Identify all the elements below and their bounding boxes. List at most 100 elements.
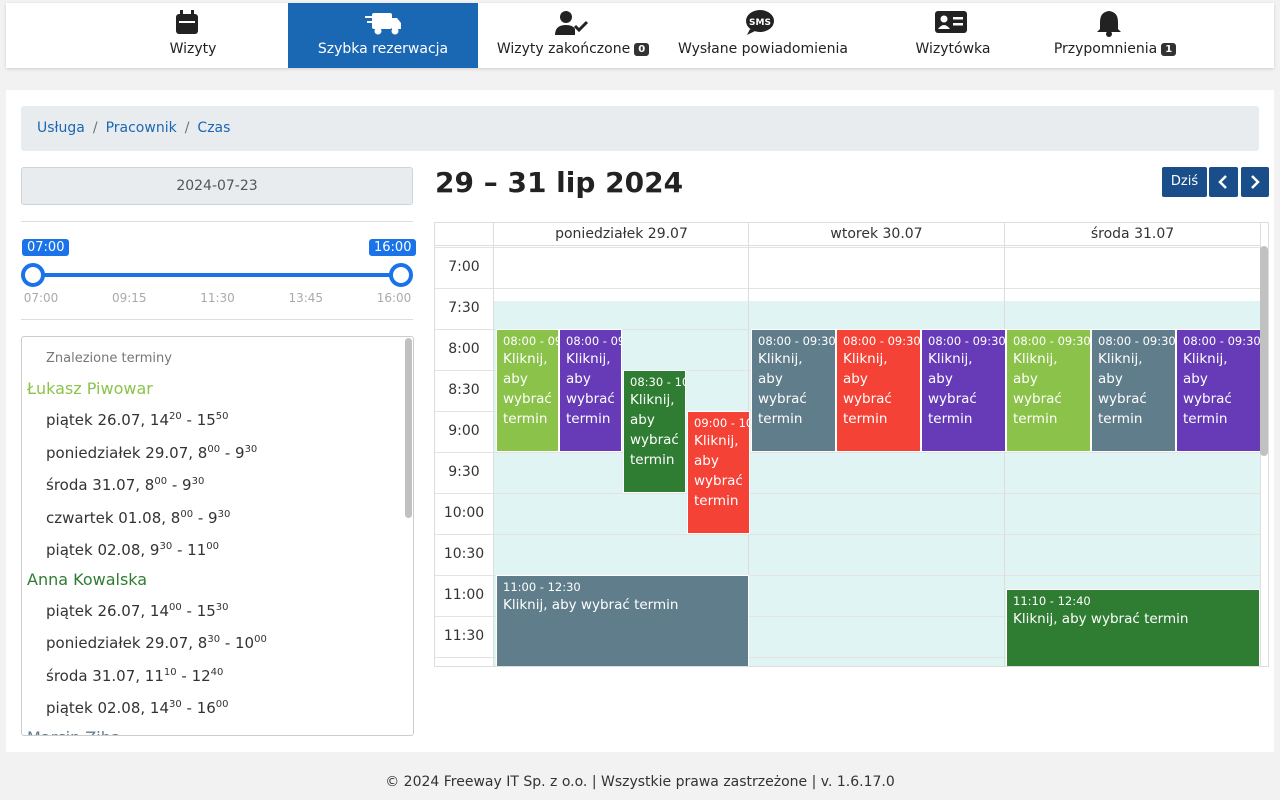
event[interactable]: 08:00 - 09:30 Kliknij, aby wybrać termin <box>559 329 622 452</box>
event[interactable]: 11:10 - 12:40 Kliknij, aby wybrać termin <box>1006 588 1260 666</box>
employee-name[interactable]: Anna Kowalska <box>27 569 148 589</box>
day-header <box>435 223 494 246</box>
event-label: Kliknij, aby wybrać termin <box>1013 610 1189 627</box>
nav-item[interactable]: Wizyty <box>98 3 288 68</box>
event-label: Kliknij, aby wybrać termin <box>503 351 552 427</box>
event[interactable]: 08:00 - 09:30 Kliknij, aby wybrać termin <box>1176 329 1261 452</box>
event[interactable]: 08:00 - 09:30 Kliknij, aby wybrać termin <box>751 329 836 452</box>
slot-text: piątek 02.08, 14 <box>46 699 170 717</box>
slot-text: poniedziałek 29.07, 8 <box>46 634 208 652</box>
time-row <box>435 657 1260 658</box>
event[interactable]: 08:00 - 09:30 Kliknij, aby wybrać termin <box>496 329 559 452</box>
event-label: Kliknij, aby wybrać termin <box>630 392 679 468</box>
slot[interactable]: piątek 26.07, 1420 - 1550 <box>22 407 413 440</box>
nav-label: Wizytówka <box>915 41 991 57</box>
event[interactable]: 08:00 - 09:30 Kliknij, aby wybrać termin <box>836 329 921 452</box>
slot[interactable]: poniedziałek 29.07, 800 - 930 <box>22 440 413 473</box>
slider-tick: 16:00 <box>376 291 412 305</box>
nav-item[interactable]: Wizyty zakończone 0 <box>478 3 668 68</box>
slot-minutes: 00 <box>207 443 221 455</box>
time-label: 11:00 <box>443 587 485 603</box>
event-time: 08:30 - 10:00 <box>630 375 685 389</box>
divider <box>21 221 413 222</box>
breadcrumb-link[interactable]: Pracownik <box>105 120 177 136</box>
time-row <box>435 452 1260 453</box>
employee-name[interactable]: Łukasz Piwowar <box>27 379 153 398</box>
slot[interactable]: środa 31.07, 800 - 930 <box>22 472 413 505</box>
time-label: 10:30 <box>443 546 485 562</box>
breadcrumb-link[interactable]: Czas <box>197 120 231 136</box>
time-row <box>435 493 1260 494</box>
scrollbar[interactable] <box>405 338 412 518</box>
day-header: wtorek 30.07 <box>748 223 1004 246</box>
time-label: 8:30 <box>448 382 480 398</box>
next-button[interactable] <box>1241 167 1269 197</box>
slot[interactable]: piątek 02.08, 930 - 1100 <box>22 537 413 570</box>
event[interactable]: 08:00 - 09:30 Kliknij, aby wybrać termin <box>1006 329 1091 452</box>
slot-text: piątek 02.08, 9 <box>46 541 160 559</box>
event-time: 08:00 - 09:30 <box>1013 334 1091 348</box>
employee-name[interactable]: Marcin Ziba <box>22 728 413 736</box>
slot-text: - 15 <box>181 601 216 620</box>
event-label: Kliknij, aby wybrać termin <box>503 597 679 613</box>
time-slider[interactable] <box>15 255 425 295</box>
today-button[interactable]: Dziś <box>1162 167 1207 197</box>
event-label: Kliknij, aby wybrać termin <box>843 351 892 427</box>
event[interactable]: 08:30 - 10:00 Kliknij, aby wybrać termin <box>623 370 686 493</box>
slot[interactable]: środa 31.07, 1110 - 1240 <box>22 663 413 696</box>
slot-minutes: 10 <box>163 666 177 678</box>
slot-minutes: 30 <box>159 541 173 552</box>
event-label: Kliknij, aby wybrać termin <box>566 351 615 427</box>
nav-item[interactable]: Szybka rezerwacja <box>288 3 478 68</box>
day-header: poniedziałek 29.07 <box>493 223 749 246</box>
top-nav: Wizyty Szybka rezerwacja Wizyty zakończone… <box>6 3 1274 68</box>
nav-badge: 0 <box>634 43 650 56</box>
slot-text: czwartek 01.08, 8 <box>46 508 181 527</box>
slot-minutes: 00 <box>154 476 168 487</box>
slot-minutes: 00 <box>254 634 267 645</box>
event-label: Kliknij, aby wybrać termin <box>1098 351 1147 427</box>
slot[interactable]: czwartek 01.08, 800 - 930 <box>22 505 413 538</box>
nav-item[interactable]: Przypomnienia 1 <box>1040 3 1190 68</box>
slot[interactable]: poniedziałek 29.07, 830 - 1000 <box>22 630 413 663</box>
event[interactable]: 08:00 - 09:30 Kliknij, aby wybrać termin <box>1091 329 1176 452</box>
nav-item[interactable]: Wizytówka <box>858 3 1048 68</box>
slot-minutes: 50 <box>215 411 229 422</box>
event-time: 11:10 - 12:40 <box>1013 593 1091 608</box>
time-label: 10:00 <box>443 505 485 521</box>
slot[interactable]: piątek 02.08, 1430 - 1600 <box>22 695 413 728</box>
nav-item[interactable]: SMS Wysłane powiadomienia <box>668 3 858 68</box>
slot-minutes: 00 <box>180 508 194 520</box>
time-label: 7:00 <box>448 259 480 275</box>
prev-button[interactable] <box>1209 167 1238 197</box>
slot-minutes: 00 <box>169 601 182 613</box>
event-label: Kliknij, aby wybrać termin <box>758 351 807 427</box>
slider-handle[interactable] <box>389 263 413 287</box>
event-label: Kliknij, aby wybrać termin <box>928 351 977 427</box>
scrollbar[interactable] <box>1260 246 1268 456</box>
slot-text: - 15 <box>181 411 216 429</box>
time-label: 9:30 <box>448 464 480 480</box>
event[interactable]: 09:00 - 10:30 Kliknij, aby wybrać termin <box>687 411 750 534</box>
time-row <box>435 575 1260 576</box>
slider-handle[interactable] <box>21 263 45 287</box>
slot[interactable]: piątek 26.07, 1400 - 1530 <box>22 598 413 631</box>
breadcrumb-link[interactable]: Usługa <box>37 120 85 136</box>
breadcrumb-separator: / <box>184 120 190 136</box>
breadcrumb-separator: / <box>92 120 98 136</box>
slot-text: środa 31.07, 11 <box>46 666 164 685</box>
time-label: 7:30 <box>448 300 480 316</box>
event[interactable]: 08:00 - 09:30 Kliknij, aby wybrać termin <box>921 329 1006 452</box>
event-time: 11:00 - 12:30 <box>503 580 581 594</box>
date-input[interactable]: 2024-07-23 <box>21 167 413 205</box>
slot-minutes: 40 <box>210 666 224 678</box>
day-header: środa 31.07 <box>1004 223 1260 246</box>
calendar: poniedziałek 29.07 wtorek 30.07 środa 31.0… <box>434 222 1269 667</box>
event-label: Kliknij, aby wybrać termin <box>1183 351 1232 427</box>
event-time: 09:00 - 10:30 <box>694 416 749 430</box>
event[interactable]: 11:00 - 12:30 Kliknij, aby wybrać termin <box>496 575 749 666</box>
nav-icon <box>1097 11 1121 37</box>
slider-tick: 07:00 <box>23 291 59 305</box>
